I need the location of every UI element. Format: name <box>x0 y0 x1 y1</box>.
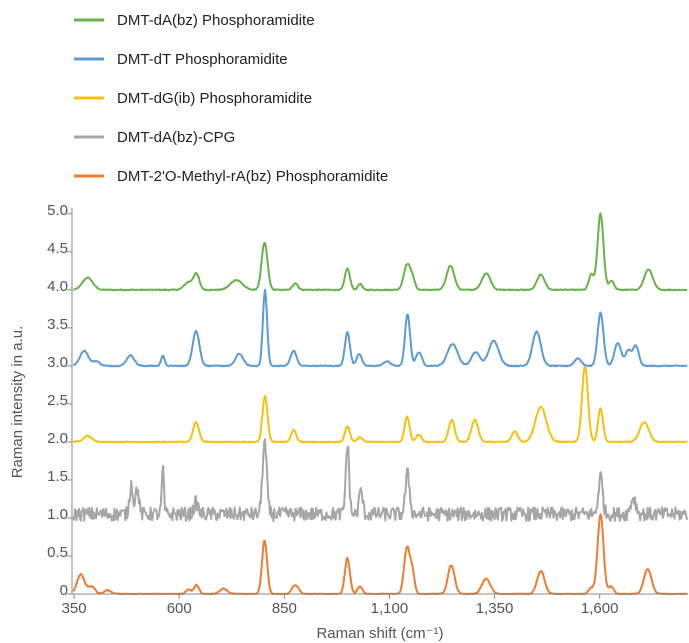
series-line <box>73 212 688 292</box>
x-tick-label: 1,350 <box>476 600 514 617</box>
legend-label: DMT-dA(bz) Phosphoramidite <box>117 12 315 29</box>
legend-label: DMT-dA(bz)-CPG <box>117 129 235 146</box>
y-tick-label: 1.0 <box>47 506 68 523</box>
x-tick-label: 850 <box>272 600 297 617</box>
legend-label: DMT-2'O-Methyl-rA(bz) Phosphoramidite <box>117 168 388 185</box>
series-layer <box>72 212 689 595</box>
y-tick-label: 5.0 <box>47 202 68 219</box>
y-ticks: 0 0.5 1.0 1.5 2.0 2.5 3.0 3.5 4.0 4.5 5.0 <box>47 202 72 599</box>
series-line <box>72 438 689 522</box>
legend: DMT-dA(bz) Phosphoramidite DMT-dT Phospho… <box>74 12 388 185</box>
y-tick-label: 2.5 <box>47 392 68 409</box>
y-axis-title: Raman intensity in a.u. <box>9 326 26 479</box>
y-tick-label: 0 <box>60 582 68 599</box>
y-tick-label: 1.5 <box>47 468 68 485</box>
y-tick-label: 4.0 <box>47 278 68 295</box>
series-line <box>72 513 688 595</box>
y-tick-label: 3.0 <box>47 354 68 371</box>
x-axis-title: Raman shift (cm⁻¹) <box>316 625 443 642</box>
legend-label: DMT-dT Phosphoramidite <box>117 51 288 68</box>
x-tick-label: 1,100 <box>371 600 409 617</box>
x-tick-label: 1,600 <box>581 600 619 617</box>
series-line <box>72 365 688 444</box>
series-line <box>72 288 688 368</box>
x-tick-label: 600 <box>167 600 192 617</box>
x-ticks: 350 600 850 1,100 1,350 1,600 <box>62 594 619 617</box>
axes: 0 0.5 1.0 1.5 2.0 2.5 3.0 3.5 4.0 4.5 5.0 350 600 85… <box>9 202 688 642</box>
y-tick-label: 2.0 <box>47 430 68 447</box>
y-tick-label: 3.5 <box>47 316 68 333</box>
legend-label: DMT-dG(ib) Phosphoramidite <box>117 90 312 107</box>
x-tick-label: 350 <box>62 600 87 617</box>
y-tick-label: 0.5 <box>47 544 68 561</box>
y-tick-label: 4.5 <box>47 240 68 257</box>
